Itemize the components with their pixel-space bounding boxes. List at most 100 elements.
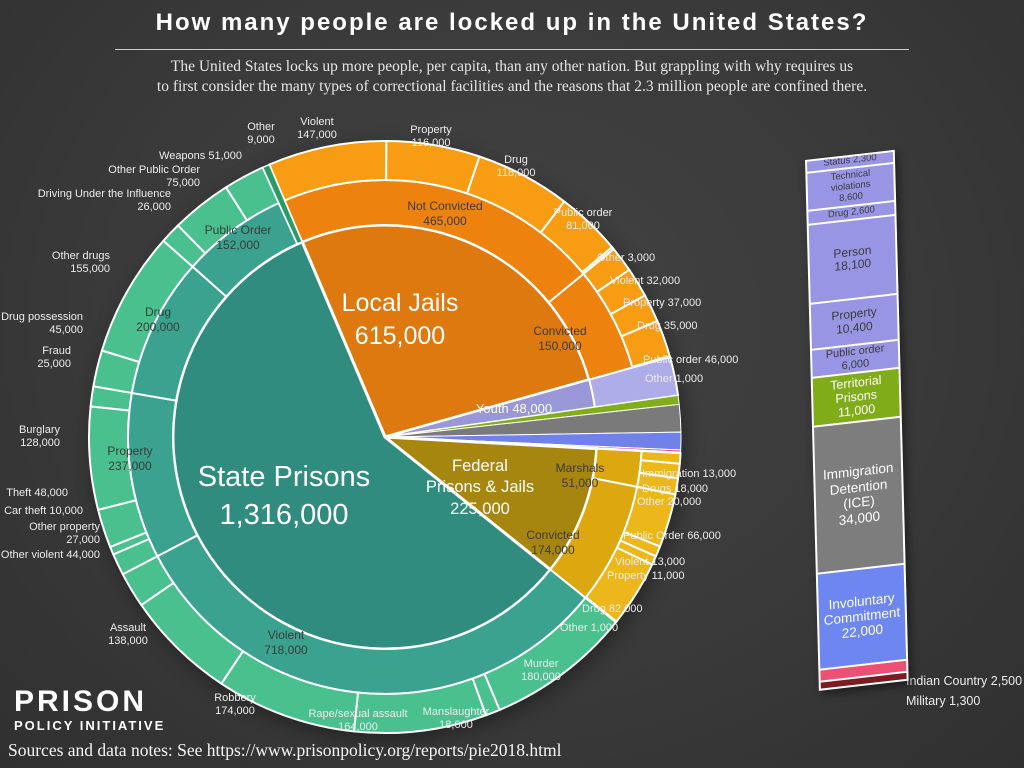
label-line: Convicted <box>533 324 587 338</box>
label-other-3-000: Other 3,000 <box>597 252 655 265</box>
bar-segment-territorial-prisons: Territorial Prisons 11,000 <box>812 368 900 426</box>
label-line: Violent <box>300 116 334 128</box>
label-line: Public order 46,000 <box>643 354 739 366</box>
label-line: 225,000 <box>450 499 510 518</box>
label-line: 138,000 <box>108 635 148 647</box>
label-line: Weapons 51,000 <box>159 150 242 162</box>
label-line: Drug <box>144 305 172 319</box>
label-line: Convicted <box>526 528 580 542</box>
label-line: Drug 35,000 <box>637 320 698 332</box>
label-line: 51,000 <box>561 475 599 490</box>
label-assault: Assault 138,000 <box>108 622 148 648</box>
label-military-1-300: Military 1,300 <box>906 693 980 709</box>
label-property-37-000: Property 37,000 <box>623 297 701 310</box>
title-underline <box>115 49 909 50</box>
label-property: Property 237,000 <box>107 444 152 473</box>
label-marshals: Marshals 51,000 <box>556 461 605 490</box>
label-line: Youth 48,000 <box>475 401 553 416</box>
label-line: Rape/sexual assault <box>308 708 408 720</box>
label-immigration-13-000: Immigration 13,000 <box>642 468 736 481</box>
label-line: Property 11,000 <box>607 570 685 582</box>
label-line: Federal <box>452 457 508 475</box>
label-line: 27,000 <box>66 534 100 546</box>
label-line: 180,000 <box>521 671 561 683</box>
label-line: Public order <box>553 207 613 219</box>
page-title: How many people are locked up in the Uni… <box>155 9 869 36</box>
label-line: Other drugs <box>51 250 110 262</box>
label-line: Marshals <box>555 461 605 475</box>
label-line: Property <box>410 124 452 136</box>
label-other-public-order: Other Public Order 75,000 <box>108 164 200 190</box>
label-line: Drug possession <box>1 311 83 323</box>
label-line: 615,000 <box>354 321 446 350</box>
label-line: 237,000 <box>108 458 152 473</box>
label-indian-country-2-500: Indian Country 2,500 <box>906 673 1022 689</box>
label-property: Property 116,000 <box>410 124 452 150</box>
label-fraud: Fraud 25,000 <box>37 345 71 371</box>
label-line: Public Order <box>204 223 272 237</box>
label-line: 152,000 <box>216 237 260 252</box>
label-drug-82-000: Drug 82,000 <box>582 603 643 616</box>
label-line: 81,000 <box>566 220 600 232</box>
label-burglary: Burglary 128,000 <box>19 424 60 450</box>
label-convicted: Convicted 150,000 <box>533 324 586 353</box>
label-state-prisons: State Prisons 1,316,000 <box>198 459 370 534</box>
label-drug: Drug 200,000 <box>136 305 179 334</box>
label-not-convicted: Not Convicted 465,000 <box>407 199 482 228</box>
label-public-order: Public Order 152,000 <box>205 223 272 252</box>
label-line: Robbery <box>214 692 256 704</box>
label-line: Drug 82,000 <box>582 603 643 615</box>
label-line: Prisons & Jails <box>425 478 535 497</box>
label-line: Property 37,000 <box>623 297 702 309</box>
bar-segment-label-line: 10,400 <box>835 318 873 337</box>
label-drugs-18-000: Drugs 18,000 <box>642 483 708 496</box>
bar-segment-label-line: 18,100 <box>834 255 872 275</box>
bar-segment-label-line: 6,000 <box>841 357 870 373</box>
label-line: 147,000 <box>297 129 337 141</box>
label-line: 9,000 <box>247 134 275 146</box>
label-drug: Drug 118,000 <box>497 154 536 180</box>
label-violent: Violent 718,000 <box>264 628 307 657</box>
label-line: 25,000 <box>37 358 71 370</box>
sources-note: Sources and data notes: See https://www.… <box>8 740 562 760</box>
label-other-property: Other property 27,000 <box>29 521 100 547</box>
label-line: Local Jails <box>341 289 459 317</box>
label-line: Drug <box>504 154 528 166</box>
label-line: Theft 48,000 <box>6 487 68 499</box>
label-line: Not Convicted <box>407 199 483 213</box>
label-driving-under-the-influence: Driving Under the Influence 26,000 <box>38 188 171 214</box>
label-car-theft-10-000: Car theft 10,000 <box>4 505 83 518</box>
prison-policy-initiative-logo: PRISON POLICY INITIATIVE <box>14 686 166 734</box>
label-other-20-000: Other 20,000 <box>637 496 701 509</box>
label-line: 45,000 <box>49 324 83 336</box>
label-line: Other 20,000 <box>637 496 702 508</box>
label-weapons-51-000: Weapons 51,000 <box>159 150 242 163</box>
logo-word-policy-initiative: POLICY INITIATIVE <box>14 718 166 733</box>
label-violent-13-000: Violent 13,000 <box>615 556 685 569</box>
label-line: Violent <box>267 628 305 642</box>
label-other-1-000: Other 1,000 <box>645 373 703 386</box>
label-line: Murder <box>523 658 559 670</box>
label-line: Indian Country 2,500 <box>906 674 1023 688</box>
label-line: 75,000 <box>166 177 200 189</box>
label-public-order-46-000: Public order 46,000 <box>643 354 738 367</box>
label-line: Violent 13,000 <box>615 556 686 568</box>
label-theft-48-000: Theft 48,000 <box>6 487 68 500</box>
label-federal: Federal Prisons & Jails 225,000 <box>426 456 534 520</box>
label-other: Other 9,000 <box>247 121 275 147</box>
label-line: Property <box>107 444 153 458</box>
label-line: 150,000 <box>538 338 582 353</box>
label-line: 174,000 <box>215 705 255 717</box>
label-line: Fraud <box>42 345 71 357</box>
bar-segment-property: Property 10,400 <box>810 294 898 349</box>
small-populations-stacked-bar: Status 2,300 Technical violations 8,600 Drug… <box>805 149 909 691</box>
label-line: Other property <box>29 521 100 533</box>
label-line: 174,000 <box>531 542 575 557</box>
ring-state-prisons-other <box>261 163 303 245</box>
label-line: 465,000 <box>423 213 467 228</box>
label-line: 116,000 <box>411 137 451 149</box>
subtitle: The United States locks up more people, … <box>0 57 1024 97</box>
label-line: 718,000 <box>264 642 308 657</box>
label-line: Manslaughter <box>422 706 490 718</box>
label-line: 155,000 <box>70 263 110 275</box>
